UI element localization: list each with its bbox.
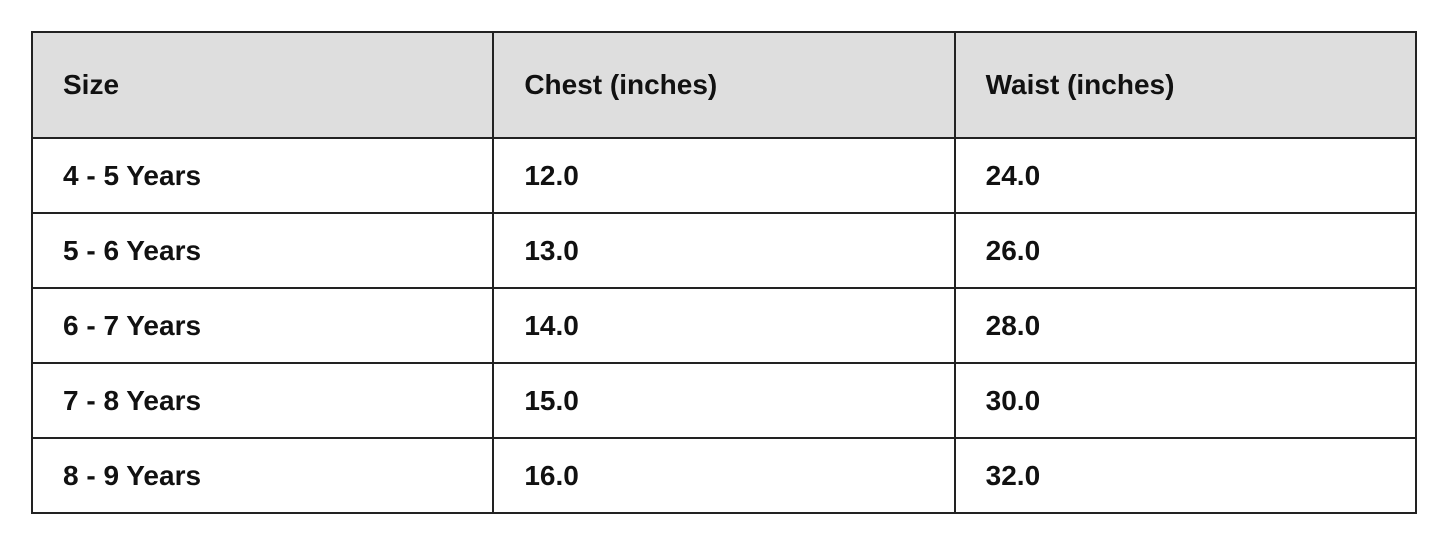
header-size: Size	[30, 31, 495, 139]
cell-chest: 16.0	[492, 437, 956, 514]
header-waist: Waist (inches)	[953, 31, 1418, 139]
cell-size: 6 - 7 Years	[30, 287, 495, 364]
size-chart-table: Size Chest (inches) Waist (inches) 4 - 5…	[30, 31, 1418, 514]
cell-chest: 15.0	[492, 362, 956, 439]
cell-chest: 14.0	[492, 287, 956, 364]
table-row: 7 - 8 Years 15.0 30.0	[30, 362, 1418, 439]
cell-size: 5 - 6 Years	[30, 212, 495, 289]
table-row: 6 - 7 Years 14.0 28.0	[30, 287, 1418, 364]
cell-waist: 32.0	[953, 437, 1418, 514]
cell-size: 4 - 5 Years	[30, 137, 495, 214]
table-row: 5 - 6 Years 13.0 26.0	[30, 212, 1418, 289]
table-header-row: Size Chest (inches) Waist (inches)	[30, 31, 1418, 139]
table-row: 8 - 9 Years 16.0 32.0	[30, 437, 1418, 514]
table-row: 4 - 5 Years 12.0 24.0	[30, 137, 1418, 214]
cell-waist: 24.0	[953, 137, 1418, 214]
cell-chest: 12.0	[492, 137, 956, 214]
cell-chest: 13.0	[492, 212, 956, 289]
cell-size: 7 - 8 Years	[30, 362, 495, 439]
cell-waist: 28.0	[953, 287, 1418, 364]
cell-waist: 26.0	[953, 212, 1418, 289]
header-chest: Chest (inches)	[492, 31, 956, 139]
cell-waist: 30.0	[953, 362, 1418, 439]
cell-size: 8 - 9 Years	[30, 437, 495, 514]
